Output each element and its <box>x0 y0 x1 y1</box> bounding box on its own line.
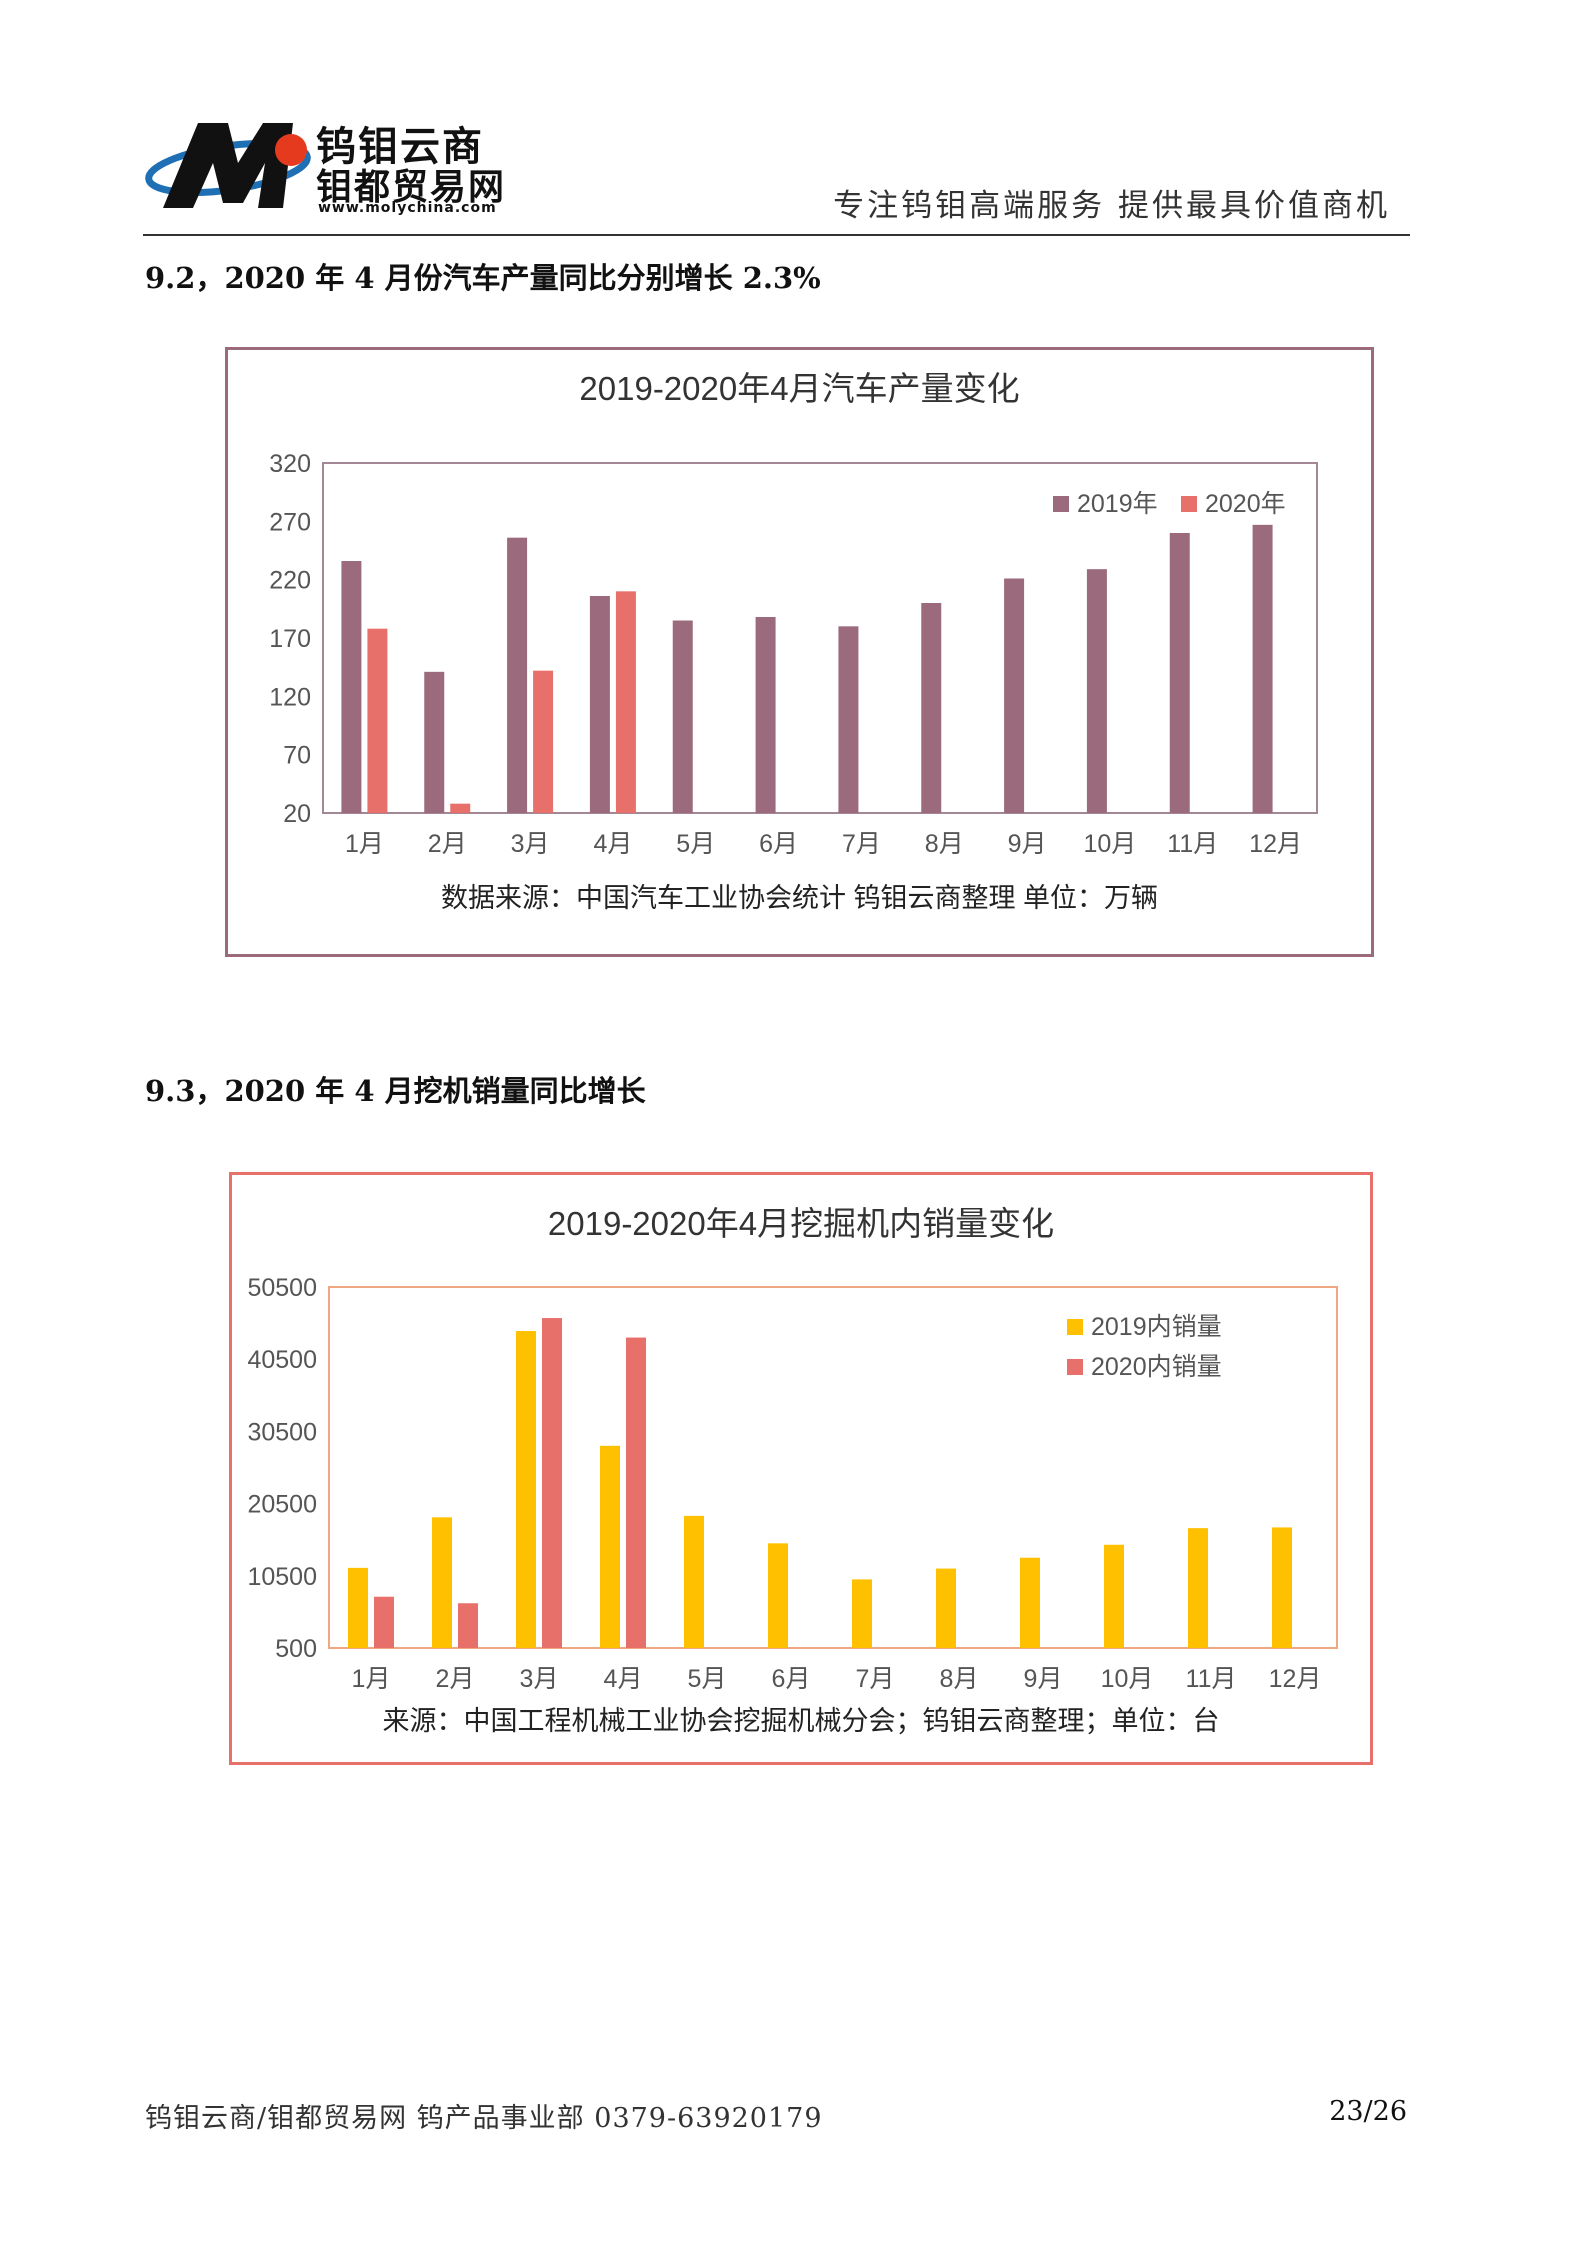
x-tick-label: 7月 <box>842 830 881 858</box>
x-tick-label: 3月 <box>520 1665 559 1693</box>
bar-2019年 <box>921 603 942 813</box>
x-tick-label: 7月 <box>856 1665 895 1693</box>
page-number: 23/26 <box>1329 2096 1407 2127</box>
y-tick-label: 20 <box>283 800 311 828</box>
legend-swatch <box>1067 1319 1083 1335</box>
section-title-excavator-sales: 9.3，2020 年 4 月挖机销量同比增长 <box>145 1074 646 1108</box>
plot-area <box>322 462 1318 814</box>
y-tick-label: 500 <box>275 1635 317 1663</box>
bar-2020年 <box>615 591 636 813</box>
bar-2020年 <box>450 803 471 813</box>
bar-2019年 <box>424 671 445 813</box>
legend-swatch <box>1067 1359 1083 1375</box>
bar-2019年 <box>589 596 610 813</box>
bar-2019内销量 <box>1188 1528 1208 1648</box>
brand-url: www.molychina.com <box>318 200 497 216</box>
bar-2020内销量 <box>458 1603 478 1648</box>
bar-2019年 <box>507 537 528 813</box>
y-tick-label: 30500 <box>247 1418 317 1446</box>
x-tick-label: 8月 <box>925 830 964 858</box>
y-tick-label: 70 <box>283 742 311 770</box>
x-tick-label: 3月 <box>511 830 550 858</box>
x-tick-label: 11月 <box>1186 1665 1237 1693</box>
bar-2019年 <box>838 626 859 813</box>
y-tick-label: 20500 <box>247 1491 317 1519</box>
x-tick-label: 8月 <box>940 1665 979 1693</box>
chart-excavator-sales-svg: 2019-2020年4月挖掘机内销量变化 500 10500 20500 30500 40… <box>247 1205 1338 1736</box>
x-tick-label: 10月 <box>1084 830 1137 858</box>
y-tick-label: 10500 <box>247 1563 317 1591</box>
x-tick-label: 4月 <box>604 1665 643 1693</box>
legend-swatch <box>1181 496 1197 512</box>
y-tick-label: 50500 <box>247 1274 317 1302</box>
y-tick-label: 270 <box>269 508 311 536</box>
bar-2020内销量 <box>374 1596 394 1648</box>
x-tick-label: 9月 <box>1008 830 1047 858</box>
page-header: 钨钼云商 钼都贸易网 www.molychina.com 专注钨钼高端服务 提供… <box>143 108 1410 236</box>
bar-2020内销量 <box>626 1337 646 1648</box>
x-tick-label: 9月 <box>1024 1665 1063 1693</box>
legend-swatch <box>1053 496 1069 512</box>
header-slogan: 专注钨钼高端服务 提供最具价值商机 <box>833 188 1390 224</box>
bar-2019年 <box>1086 569 1107 813</box>
x-tick-label: 1月 <box>352 1665 391 1693</box>
bar-2019内销量 <box>1020 1557 1040 1648</box>
bar-2020内销量 <box>542 1318 562 1648</box>
chart-title: 2019-2020年4月挖掘机内销量变化 <box>548 1205 1054 1242</box>
chart-source-note: 数据来源：中国汽车工业协会统计 钨钼云商整理 单位：万辆 <box>441 883 1158 913</box>
header-divider <box>143 234 1410 236</box>
chart-car-production: 2019-2020年4月汽车产量变化 20 70 120 170 220 270 320 1月 2… <box>225 347 1374 957</box>
x-tick-label: 2月 <box>436 1665 475 1693</box>
legend-label: 2020内销量 <box>1091 1353 1222 1381</box>
x-tick-label: 5月 <box>688 1665 727 1693</box>
legend-label: 2020年 <box>1205 490 1286 518</box>
bar-2019内销量 <box>1272 1527 1292 1648</box>
y-tick-label: 170 <box>269 625 311 653</box>
bar-2019年 <box>1169 533 1190 813</box>
bar-2020年 <box>367 628 388 813</box>
bar-2019内销量 <box>600 1445 620 1648</box>
x-tick-label: 6月 <box>772 1665 811 1693</box>
chart-excavator-sales: 2019-2020年4月挖掘机内销量变化 500 10500 20500 30500 40… <box>229 1172 1373 1765</box>
x-tick-label: 10月 <box>1101 1665 1154 1693</box>
bar-2019内销量 <box>768 1543 788 1648</box>
bar-2019内销量 <box>684 1515 704 1648</box>
chart-source-note: 来源：中国工程机械工业协会挖掘机械分会；钨钼云商整理；单位：台 <box>383 1706 1220 1736</box>
section-title-car-production: 9.2，2020 年 4 月份汽车产量同比分别增长 2.3% <box>145 261 821 295</box>
chart-car-production-svg: 2019-2020年4月汽车产量变化 20 70 120 170 220 270 320 1月 2… <box>269 370 1318 913</box>
bar-2019内销量 <box>348 1567 368 1648</box>
bar-2019内销量 <box>1104 1544 1124 1648</box>
x-tick-label: 12月 <box>1249 830 1302 858</box>
x-tick-label: 5月 <box>676 830 715 858</box>
brand-name: 钨钼云商 <box>316 124 484 170</box>
m-globe-logo-icon <box>145 123 311 208</box>
bar-2019年 <box>1252 524 1273 813</box>
bar-2019内销量 <box>936 1568 956 1648</box>
x-tick-label: 6月 <box>759 830 798 858</box>
bar-2019内销量 <box>852 1579 872 1648</box>
legend-label: 2019内销量 <box>1091 1313 1222 1341</box>
bar-2019年 <box>755 617 776 813</box>
x-tick-label: 1月 <box>345 830 384 858</box>
y-tick-label: 120 <box>269 683 311 711</box>
bar-2019年 <box>341 561 362 813</box>
x-tick-label: 12月 <box>1269 1665 1322 1693</box>
y-tick-label: 320 <box>269 450 311 478</box>
x-tick-label: 4月 <box>593 830 632 858</box>
bar-2020年 <box>533 670 554 813</box>
bar-2019年 <box>672 620 693 813</box>
bar-2019内销量 <box>432 1517 452 1648</box>
y-tick-label: 40500 <box>247 1346 317 1374</box>
x-tick-label: 2月 <box>428 830 467 858</box>
x-tick-label: 11月 <box>1167 830 1218 858</box>
legend-label: 2019年 <box>1077 490 1158 518</box>
brand-subname: 钼都贸易网 <box>316 167 507 208</box>
footer-contact: 钨钼云商/钼都贸易网 钨产品事业部 0379-63920179 <box>145 2103 823 2134</box>
plot-area <box>328 1286 1338 1649</box>
chart-title: 2019-2020年4月汽车产量变化 <box>579 370 1019 407</box>
bar-2019年 <box>1004 578 1025 813</box>
bar-2019内销量 <box>516 1331 536 1648</box>
y-tick-label: 220 <box>269 567 311 595</box>
